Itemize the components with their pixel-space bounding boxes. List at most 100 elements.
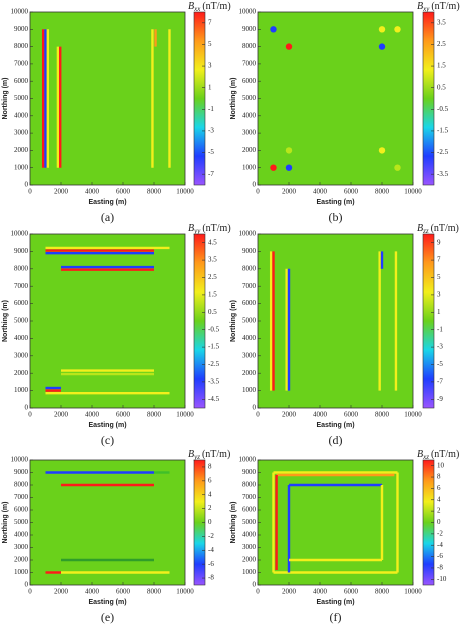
colorbar-tick-label: 8 — [437, 473, 441, 481]
y-tick-label: 10000 — [239, 8, 257, 16]
colorbar-tick-label: -2.5 — [208, 360, 220, 368]
y-tick-label: 4000 — [14, 531, 29, 539]
colorbar-tick-label: 1.5 — [208, 291, 217, 299]
colorbar — [422, 11, 435, 186]
caption: (a) — [101, 210, 114, 224]
y-tick-label: 5000 — [14, 317, 29, 325]
colorbar-tick-label: 0 — [437, 518, 441, 526]
title-unit: (nT/m) — [431, 449, 459, 460]
title-unit: (nT/m) — [202, 1, 230, 12]
colorbar-tick-label: 0.5 — [437, 83, 446, 91]
anomaly — [270, 164, 277, 171]
colorbar-tick-label: -4.5 — [208, 395, 220, 403]
colorbar-tick-label: 8 — [208, 463, 212, 471]
title-unit: (nT/m) — [202, 223, 230, 234]
caption: (d) — [329, 433, 343, 447]
colorbar-tick-label: 5 — [208, 40, 212, 48]
y-tick-label: 1000 — [242, 386, 257, 394]
y-tick-label: 8000 — [14, 42, 29, 50]
colorbar-tick-label: -2 — [208, 532, 214, 540]
plot-background — [258, 12, 413, 185]
y-axis-label: Northing (m) — [230, 502, 237, 544]
anomaly — [378, 26, 386, 33]
colorbar-tick-label: 7 — [208, 18, 212, 26]
caption: (c) — [101, 433, 114, 447]
colorbar-tick-label: 4 — [208, 490, 212, 498]
colorbar-tick-label: -1 — [208, 105, 214, 113]
y-axis-label: Northing (m) — [230, 78, 237, 120]
x-tick-label: 8000 — [375, 188, 390, 196]
colorbar-tick-label: -10 — [437, 575, 447, 583]
y-tick-label: 2000 — [242, 556, 257, 564]
plot-background — [258, 234, 413, 408]
y-tick-label: 6000 — [242, 506, 257, 514]
x-tick-label: 2000 — [282, 188, 297, 196]
x-axis-label: Easting (m) — [88, 422, 126, 429]
x-tick-label: 8000 — [375, 588, 390, 596]
colorbar-tick-label: 6 — [437, 484, 441, 492]
y-tick-label: 8000 — [14, 264, 29, 272]
anomaly — [378, 147, 386, 154]
colorbar-tick-label: -9 — [437, 395, 443, 403]
anomaly — [285, 164, 293, 171]
y-tick-label: 7000 — [242, 493, 257, 501]
caption: (b) — [329, 210, 343, 224]
y-tick-label: 10000 — [11, 230, 29, 238]
y-tick-label: 4000 — [242, 334, 257, 342]
y-tick-label: 8000 — [242, 264, 257, 272]
x-axis-label: Easting (m) — [316, 422, 354, 429]
colorbar — [422, 233, 435, 409]
colorbar-tick-label: 10 — [437, 461, 445, 469]
colorbar-tick-label: -3.5 — [437, 170, 449, 178]
colorbar-tick-label: 2 — [437, 507, 441, 515]
y-tick-label: 0 — [253, 181, 257, 189]
y-tick-label: 7000 — [242, 282, 257, 290]
y-tick-label: 6000 — [14, 299, 29, 307]
colorbar-tick-label: 3 — [208, 62, 212, 70]
colorbar-title: Byy (nT/m) — [188, 223, 231, 234]
x-tick-label: 2000 — [54, 588, 69, 596]
y-tick-label: 6000 — [242, 77, 257, 85]
colorbar-tick-label: 2.5 — [437, 40, 446, 48]
features — [45, 246, 170, 395]
x-tick-label: 0 — [28, 588, 32, 596]
colorbar-tick-label: -5 — [437, 360, 443, 368]
y-tick-label: 2000 — [14, 146, 29, 154]
anomaly — [394, 164, 401, 171]
x-tick-label: 0 — [256, 188, 260, 196]
colorbar-tick-label: -3 — [437, 343, 443, 351]
plot-background — [258, 460, 413, 585]
y-tick-label: 10000 — [11, 456, 29, 464]
y-tick-label: 8000 — [14, 481, 29, 489]
x-tick-label: 10000 — [404, 588, 422, 596]
x-tick-label: 4000 — [85, 411, 100, 419]
colorbar-tick-label: -6 — [208, 560, 214, 568]
colorbar-tick-label: 1 — [437, 308, 441, 316]
colorbar-tick-label: -0.5 — [437, 105, 449, 113]
y-tick-label: 6000 — [14, 77, 29, 85]
colorbar-tick-label: -8 — [208, 574, 214, 582]
y-tick-label: 6000 — [14, 506, 29, 514]
colorbar-tick-label: -2.5 — [437, 148, 449, 156]
title-unit: (nT/m) — [431, 1, 459, 12]
title-symbol: B — [417, 449, 423, 460]
colorbar-tick-label: -4 — [208, 546, 214, 554]
title-subscript: zz — [422, 227, 429, 235]
features — [270, 26, 401, 171]
x-tick-label: 10000 — [176, 411, 194, 419]
y-tick-label: 4000 — [242, 531, 257, 539]
features — [269, 251, 398, 391]
x-axis-label: Easting (m) — [316, 599, 354, 606]
y-tick-label: 9000 — [242, 25, 257, 33]
colorbar-title: Bxz (nT/m) — [417, 449, 459, 460]
y-tick-label: 10000 — [239, 230, 257, 238]
caption: (f) — [330, 610, 342, 624]
y-tick-label: 10000 — [239, 456, 257, 464]
plot-background — [30, 12, 185, 185]
colorbar-tick-label: -1.5 — [437, 127, 449, 135]
y-tick-label: 3000 — [242, 351, 257, 359]
y-tick-label: 7000 — [242, 60, 257, 68]
colorbar-tick-label: -6 — [437, 552, 443, 560]
colorbar-tick-label: 2 — [208, 504, 212, 512]
x-tick-label: 2000 — [282, 588, 297, 596]
